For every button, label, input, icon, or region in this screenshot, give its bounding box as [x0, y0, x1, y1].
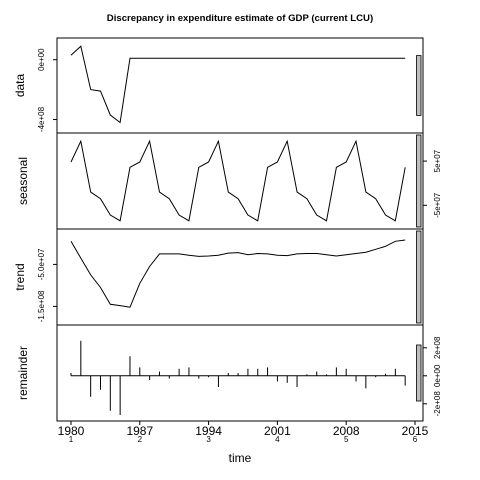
y-tick-label-remainder: 2e+08: [433, 336, 442, 359]
y-tick-label-trend: -5.0e+07: [37, 248, 46, 280]
chart-title: Discrepancy in expenditure estimate of G…: [107, 13, 373, 24]
x-tick-label: 2015: [402, 424, 429, 438]
x-sub-tick-label: 5: [344, 435, 349, 444]
x-tick-label: 1994: [195, 424, 222, 438]
y-axis-title-seasonal: seasonal: [16, 157, 30, 205]
x-tick-label: 2001: [264, 424, 291, 438]
y-tick-label-seasonal: -5e+07: [433, 192, 442, 218]
panel-frame-remainder: [56, 324, 424, 422]
panel-remainder: 2e+08 0e+00 -2e+08 remainder: [16, 324, 442, 422]
data-series-line: [70, 45, 406, 124]
seasonal-series-line: [70, 139, 406, 222]
y-tick-label-data: 0e+00: [37, 48, 46, 71]
panel-seasonal: 5e+07 -5e+07 seasonal: [16, 132, 442, 230]
y-axis-title-remainder: remainder: [16, 346, 30, 400]
x-sub-tick-label: 4: [275, 435, 280, 444]
y-tick-label-trend: -1.5e+08: [37, 290, 46, 322]
y-tick-label-remainder: -2e+08: [433, 391, 442, 417]
panels-layer: 0e+00 -4e+08 data 5e+07 -5e+07 seasonal -5.0e+…: [13, 37, 442, 422]
y-tick-label-seasonal: 5e+07: [433, 149, 442, 172]
x-sub-tick-label: 3: [206, 435, 211, 444]
y-tick-label-data: -4e+08: [37, 106, 46, 132]
panel-frame-seasonal: [56, 132, 424, 230]
panel-data: 0e+00 -4e+08 data: [13, 37, 424, 134]
x-tick-label: 1987: [126, 424, 153, 438]
panel-frame-trend: [56, 228, 424, 326]
x-axis-title: time: [229, 451, 252, 465]
scale-bar-seasonal: [416, 134, 422, 228]
panel-trend: -5.0e+07 -1.5e+08 trend: [13, 228, 424, 326]
scale-bar-remainder: [416, 344, 422, 402]
x-tick-label: 1980: [58, 424, 85, 438]
panel-frame-data: [56, 37, 424, 134]
x-sub-tick-label: 1: [69, 435, 74, 444]
scale-bar-trend: [416, 230, 422, 324]
x-sub-tick-label: 6: [413, 435, 418, 444]
scale-bar-data: [416, 55, 422, 116]
y-axis-title-data: data: [13, 73, 27, 97]
y-axis-title-trend: trend: [13, 263, 27, 290]
x-tick-label: 2008: [333, 424, 360, 438]
trend-series-line: [70, 239, 406, 308]
y-tick-label-remainder: 0e+00: [433, 364, 442, 387]
x-sub-tick-label: 2: [138, 435, 143, 444]
